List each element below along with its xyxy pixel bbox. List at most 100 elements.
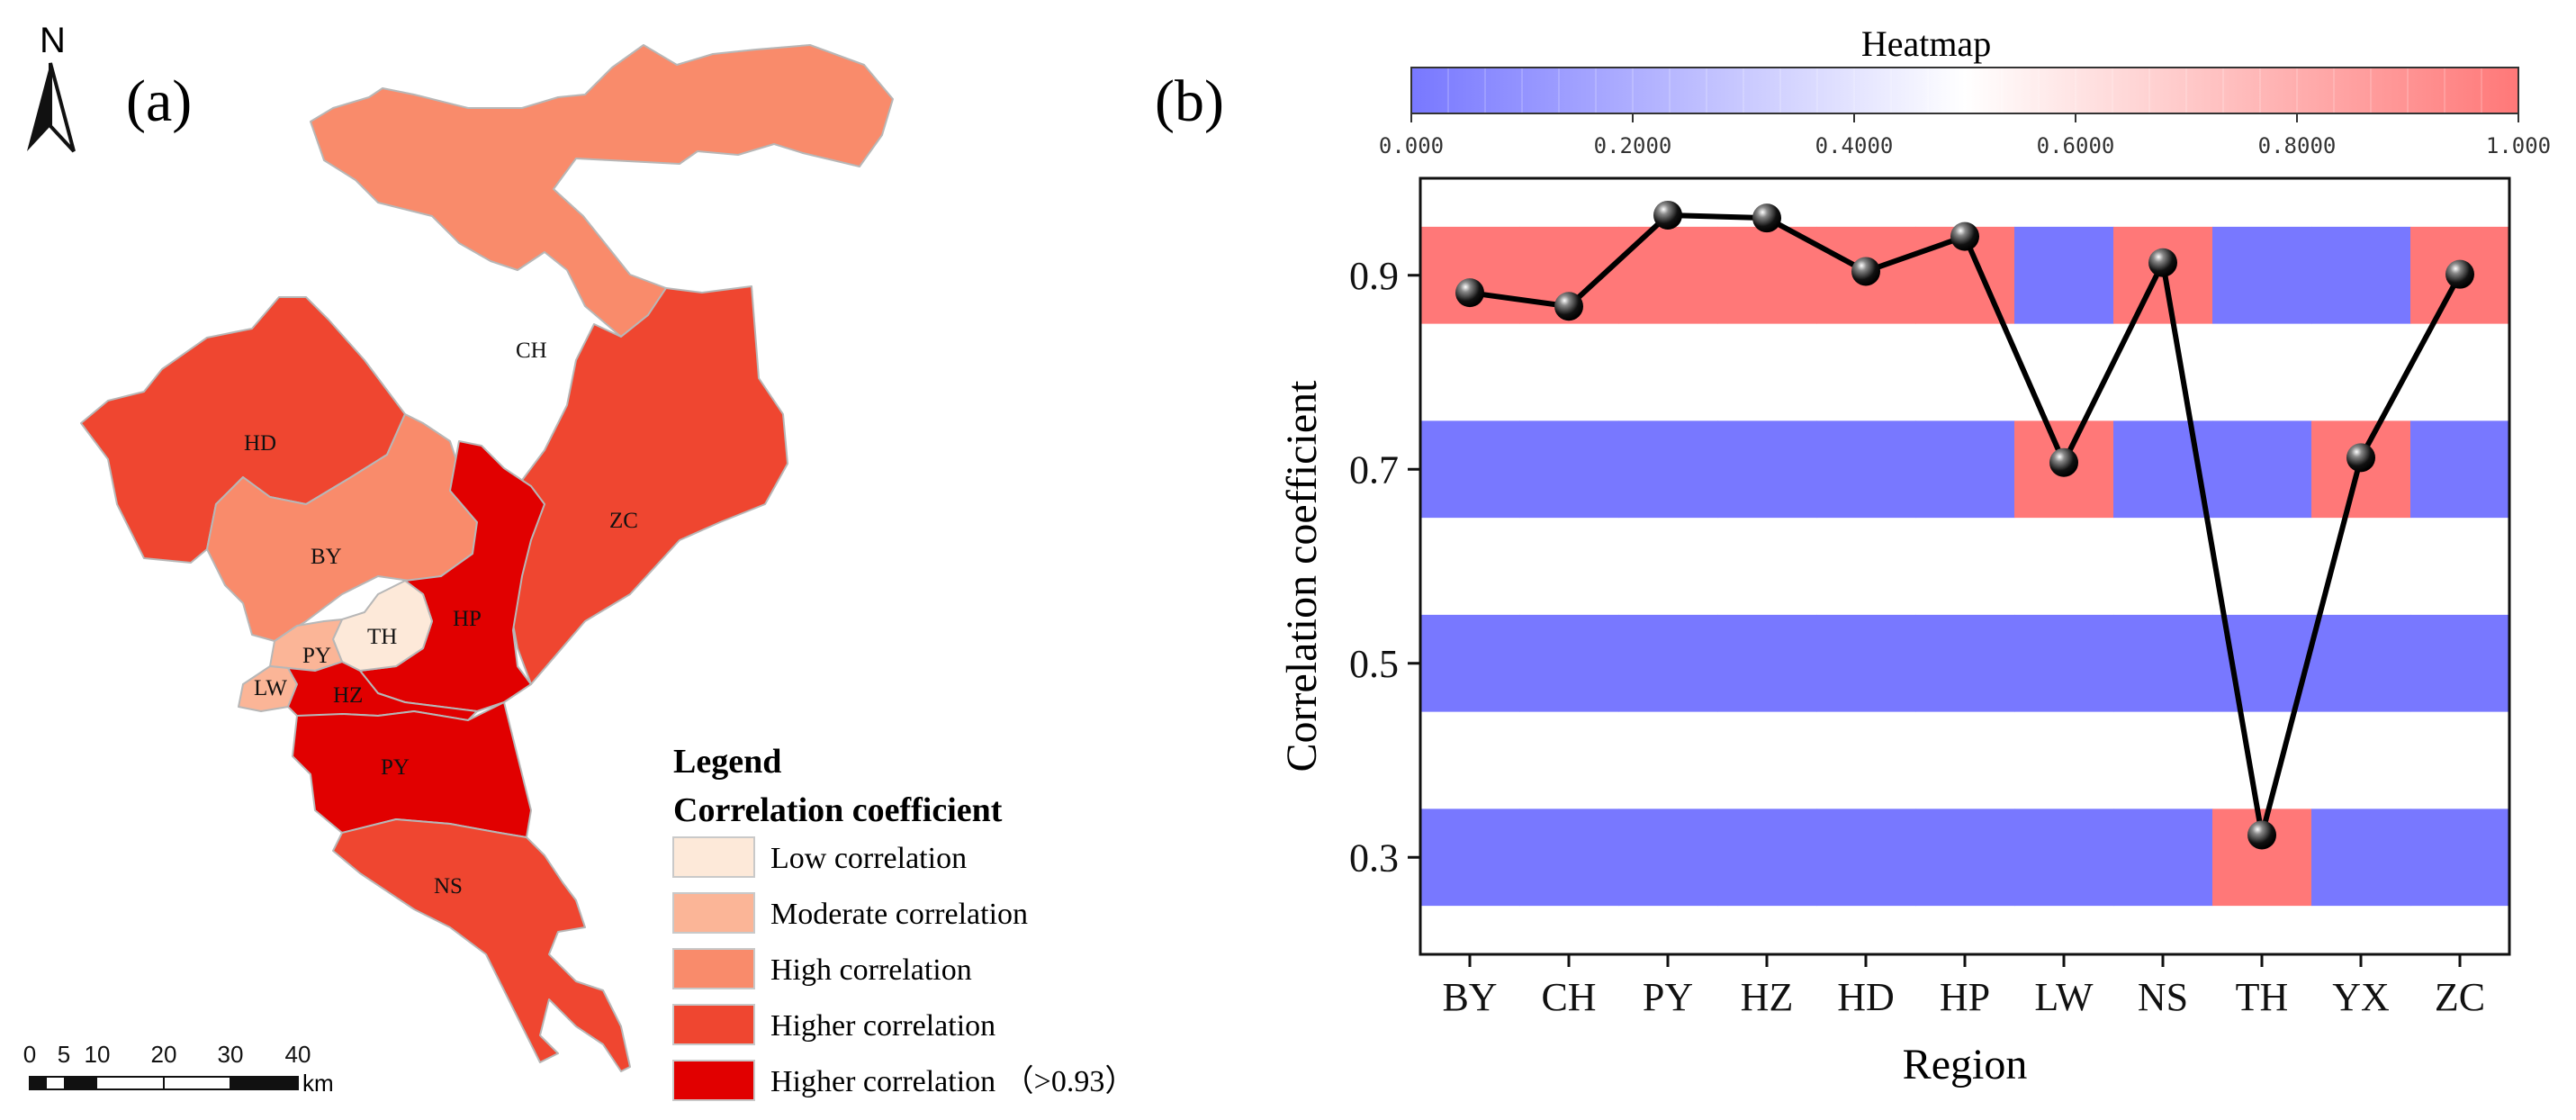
scale-bar-seg-1 (30, 1077, 47, 1089)
data-point-hp (1950, 221, 1979, 251)
district-label-ns: NS (434, 874, 463, 899)
scale-bar: 0 5 10 20 30 40 km (23, 1041, 334, 1097)
legend-title: Legend (673, 743, 781, 781)
x-tick-label-hd: HD (1837, 975, 1895, 1019)
colorbar-gradient (1410, 67, 2519, 114)
map-legend: Legend Correlation coefficient Low corre… (672, 743, 1135, 1101)
heatmap-cell-hp-0.5 (1915, 614, 2015, 712)
x-tick-label-py: PY (1643, 975, 1693, 1019)
heatmap-cell-hp-0.3 (1915, 808, 2015, 907)
district-ch[interactable] (310, 44, 894, 338)
heatmap-cell-hp-0.7 (1915, 420, 2015, 519)
district-label-hp: HP (453, 607, 482, 631)
legend-swatch-2 (672, 892, 755, 934)
y-axis-label: Correlation coefficient (1278, 380, 1326, 772)
heatmap-cell-py-0.5 (1618, 614, 1718, 712)
heatmap-colorbar: Heatmap 0.000 0.2000 0.4000 0.6000 0.8000 1.0… (1379, 23, 2551, 158)
district-map (80, 44, 894, 1072)
district-labels: CH ZC HD BY HP TH PY LW HZ PY NS (244, 339, 638, 899)
district-label-ch: CH (516, 339, 547, 363)
district-label-py-small: PY (302, 644, 331, 668)
legend-swatch-1 (672, 836, 755, 878)
legend-swatch-3 (672, 948, 755, 989)
district-label-by: BY (311, 545, 342, 569)
heatmap-cell-by-0.9 (1420, 226, 1520, 324)
heatmap-cell-hz-0.7 (1717, 420, 1817, 519)
scale-tick-40: 40 (285, 1041, 311, 1068)
y-tick-label: 0.5 (1349, 642, 1399, 686)
x-tick-label-hp: HP (1940, 975, 1990, 1019)
x-tick-label-zc: ZC (2435, 975, 2485, 1019)
heatmap-cell-py-0.9 (1618, 226, 1718, 324)
colorbar-tick-label: 0.6000 (2037, 133, 2115, 158)
district-label-th: TH (367, 625, 397, 649)
data-point-ns (2148, 248, 2177, 277)
heatmap-cell-yx-0.9 (2311, 226, 2411, 324)
heatmap-cell-hd-0.5 (1816, 614, 1916, 712)
panel-a-label: (a) (126, 68, 192, 134)
x-tick-label-ns: NS (2138, 975, 2188, 1019)
data-point-ch (1554, 292, 1583, 321)
heatmap-cell-py-0.3 (1618, 808, 1718, 907)
colorbar-tick-label: 0.000 (1379, 133, 1444, 158)
legend-label-5: Higher correlation （>0.93） (770, 1064, 1135, 1098)
legend-label-1: Low correlation (770, 842, 967, 875)
y-tick-label: 0.3 (1349, 835, 1399, 880)
legend-swatch-4 (672, 1004, 755, 1045)
data-point-py (1653, 200, 1682, 230)
heatmap-cell-yx-0.3 (2311, 808, 2411, 907)
y-tick-label: 0.9 (1349, 254, 1399, 298)
panel-b: (b) Heatmap 0.000 0.2000 0.4000 0.6000 0.800… (1155, 23, 2551, 1088)
data-point-yx (2346, 443, 2375, 473)
panel-b-label: (b) (1155, 68, 1224, 134)
heatmap-cell-zc-0.7 (2410, 420, 2510, 519)
y-tick-label: 0.7 (1349, 447, 1399, 492)
data-point-by (1455, 278, 1484, 308)
heatmap-cell-ch-0.3 (1519, 808, 1619, 907)
north-arrow-right-half (49, 62, 76, 153)
legend-label-3: High correlation (770, 953, 972, 987)
legend-swatch-5 (672, 1060, 755, 1101)
legend-label-4: Higher correlation (770, 1009, 995, 1043)
data-point-lw (2049, 447, 2078, 477)
heatmap-cell-hd-0.3 (1816, 808, 1916, 907)
correlation-chart: 0.3 0.5 0.7 0.9 BY CH PY HZ HD HP LW NS TH YX ZC Corr… (1278, 176, 2511, 1088)
scale-tick-10: 10 (85, 1041, 111, 1068)
colorbar-tick-label: 0.2000 (1594, 133, 1672, 158)
district-ns[interactable] (332, 818, 631, 1072)
scale-unit: km (302, 1070, 334, 1097)
district-label-lw: LW (254, 676, 287, 700)
legend-subtitle: Correlation coefficient (673, 791, 1003, 829)
scale-tick-20: 20 (151, 1041, 177, 1068)
data-point-hd (1851, 257, 1880, 286)
scale-tick-0: 0 (23, 1041, 36, 1068)
district-label-hz: HZ (333, 683, 363, 708)
heatmap-cell-zc-0.3 (2410, 808, 2510, 907)
x-tick-label-ch: CH (1541, 975, 1596, 1019)
scale-bar-seg-4 (230, 1077, 298, 1089)
x-tick-label-by: BY (1442, 975, 1497, 1019)
heatmap-cell-by-0.5 (1420, 614, 1520, 712)
heatmap-cell-lw-0.9 (2014, 226, 2114, 324)
x-tick-label-yx: YX (2332, 975, 2390, 1019)
heatmap-cell-hz-0.3 (1717, 808, 1817, 907)
legend-label-2: Moderate correlation (770, 898, 1028, 931)
north-arrow-icon: N (27, 21, 76, 153)
district-py[interactable] (292, 701, 532, 838)
heatmap-cell-hz-0.5 (1717, 614, 1817, 712)
scale-tick-5: 5 (58, 1041, 70, 1068)
colorbar-tick-label: 0.8000 (2258, 133, 2337, 158)
colorbar-title: Heatmap (1861, 23, 1991, 64)
heatmap-cell-th-0.7 (2212, 420, 2312, 519)
north-label: N (40, 21, 66, 60)
district-label-zc: ZC (609, 509, 638, 533)
heatmap-cell-zc-0.5 (2410, 614, 2510, 712)
x-tick-label-hz: HZ (1741, 975, 1794, 1019)
scale-tick-30: 30 (218, 1041, 244, 1068)
heatmap-cell-by-0.3 (1420, 808, 1520, 907)
heatmap-cell-by-0.7 (1420, 420, 1520, 519)
north-arrow-left-half (27, 63, 50, 151)
data-point-th (2247, 820, 2276, 850)
data-point-hz (1752, 203, 1781, 233)
